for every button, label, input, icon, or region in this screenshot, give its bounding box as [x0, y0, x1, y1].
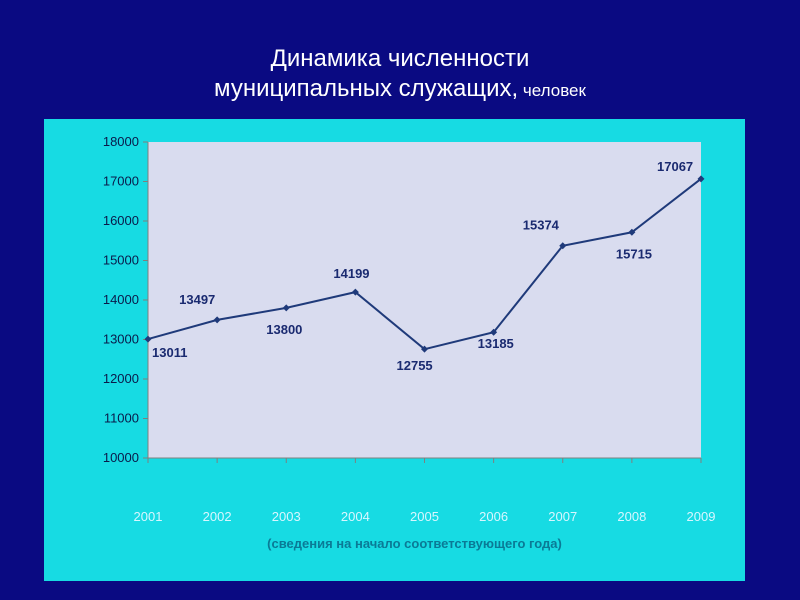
data-point [559, 242, 567, 250]
data-label: 15715 [616, 246, 652, 261]
title-line-2: муниципальных служащих, человек [0, 74, 800, 106]
data-point [697, 175, 705, 183]
chart-title: Динамика численности муниципальных служа… [0, 44, 800, 106]
data-label: 15374 [523, 218, 560, 233]
data-label: 13011 [152, 345, 187, 360]
x-tick-label: 2004 [341, 509, 370, 524]
data-point [144, 335, 152, 343]
data-label: 17067 [657, 159, 693, 174]
x-tick-label: 2008 [617, 509, 646, 524]
title-line-1: Динамика численности [270, 45, 530, 72]
y-tick-label: 14000 [103, 292, 139, 307]
y-tick-label: 10000 [103, 450, 139, 465]
data-label: 14199 [333, 266, 369, 281]
data-point [351, 288, 359, 296]
x-tick-label: 2005 [410, 509, 439, 524]
chart-panel: 10000 11000 12000 13000 14000 15000 16000 17000… [44, 119, 745, 581]
plot-area [148, 142, 701, 458]
y-tick-label: 17000 [103, 174, 139, 189]
x-tick-label: 2007 [548, 509, 577, 524]
title-unit: человек [518, 81, 586, 100]
title-line-2-text: муниципальных служащих, [214, 75, 519, 102]
data-point [421, 345, 428, 353]
y-tick-label: 11000 [104, 411, 139, 426]
y-tick-label: 13000 [103, 332, 139, 347]
x-tick-label: 2001 [134, 509, 163, 524]
data-point [490, 328, 498, 336]
y-tick-label: 15000 [103, 253, 139, 268]
y-tick-label: 16000 [103, 213, 139, 228]
y-tick-label: 12000 [103, 371, 139, 386]
x-tick-label: 2006 [479, 509, 508, 524]
data-point [213, 316, 221, 324]
x-axis-label: (сведения на начало соответствующего год… [267, 536, 562, 551]
data-label: 13497 [179, 292, 215, 307]
x-tick-label: 2002 [203, 509, 232, 524]
data-point [282, 304, 290, 312]
data-point [628, 228, 636, 236]
data-label: 13800 [266, 322, 302, 337]
x-tick-label: 2003 [272, 509, 301, 524]
line-chart: 10000 11000 12000 13000 14000 15000 16000 17000… [103, 134, 716, 551]
x-tick-label: 2009 [687, 509, 716, 524]
data-label: 12755 [397, 358, 433, 373]
y-tick-label: 18000 [103, 134, 139, 149]
data-label: 13185 [478, 336, 514, 351]
